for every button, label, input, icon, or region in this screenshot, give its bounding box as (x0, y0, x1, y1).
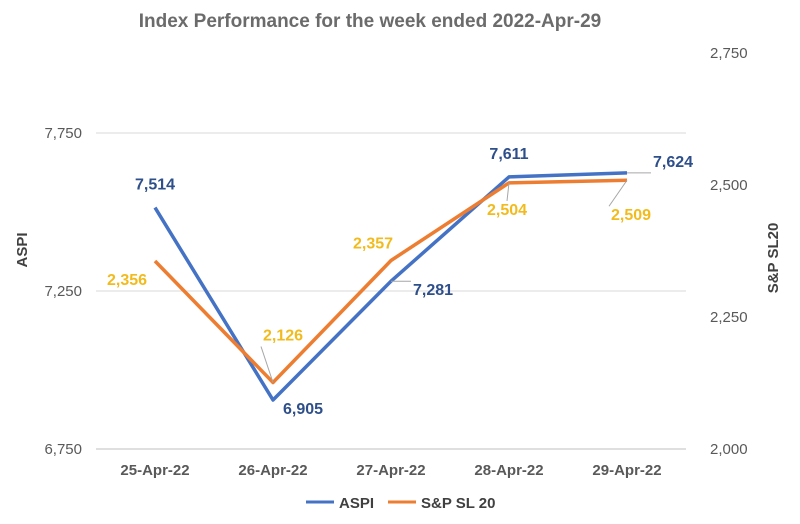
series-line-sp-sl20 (153, 178, 628, 385)
right-axis-ticks: 2,000 2,250 2,500 2,750 (710, 45, 748, 458)
legend-label-sp-sl20: S&P SL 20 (421, 495, 496, 512)
data-label: 7,624 (653, 154, 693, 171)
chart-title: Index Performance for the week ended 202… (139, 11, 602, 32)
leader-line (506, 182, 510, 201)
x-axis-ticks: 25-Apr-22 26-Apr-22 27-Apr-22 28-Apr-22 29-A… (120, 462, 661, 479)
x-axis-tick-label: 27-Apr-22 (356, 462, 425, 479)
left-axis-tick-label: 7,250 (44, 283, 82, 300)
data-label: 2,126 (263, 327, 303, 344)
data-label: 7,611 (489, 146, 528, 163)
series-line-aspi (153, 171, 628, 402)
data-label: 2,504 (487, 202, 527, 219)
x-axis-tick-label: 25-Apr-22 (120, 462, 189, 479)
x-axis-tick-label: 26-Apr-22 (238, 462, 307, 479)
data-label: 2,509 (611, 207, 651, 224)
data-label: 7,281 (413, 282, 453, 299)
leader-line (608, 179, 628, 207)
right-axis-tick-label: 2,500 (710, 177, 748, 194)
left-axis-title: ASPI (14, 232, 31, 267)
data-label: 2,357 (353, 236, 393, 253)
data-label: 7,514 (135, 177, 175, 194)
data-labels: 7,514 6,905 7,281 7,611 7,624 2,356 2,126 2,357… (107, 146, 693, 418)
leader-line (260, 346, 274, 383)
left-axis-tick-label: 7,750 (44, 125, 82, 142)
legend-label-aspi: ASPI (339, 495, 374, 512)
label-leader-lines (260, 172, 651, 383)
right-axis-tick-label: 2,250 (710, 309, 748, 326)
right-axis-tick-label: 2,750 (710, 45, 748, 62)
right-axis-title: S&P SL20 (765, 223, 782, 294)
left-axis-ticks: 6,750 7,250 7,750 (44, 125, 82, 458)
data-label: 2,356 (107, 272, 147, 289)
legend: ASPI S&P SL 20 (306, 495, 496, 512)
gridlines (96, 132, 686, 450)
left-axis-tick-label: 6,750 (44, 441, 82, 458)
x-axis-tick-label: 29-Apr-22 (592, 462, 661, 479)
x-axis-tick-label: 28-Apr-22 (474, 462, 543, 479)
right-axis-tick-label: 2,000 (710, 441, 748, 458)
series-lines (153, 171, 628, 402)
data-label: 6,905 (283, 401, 323, 418)
